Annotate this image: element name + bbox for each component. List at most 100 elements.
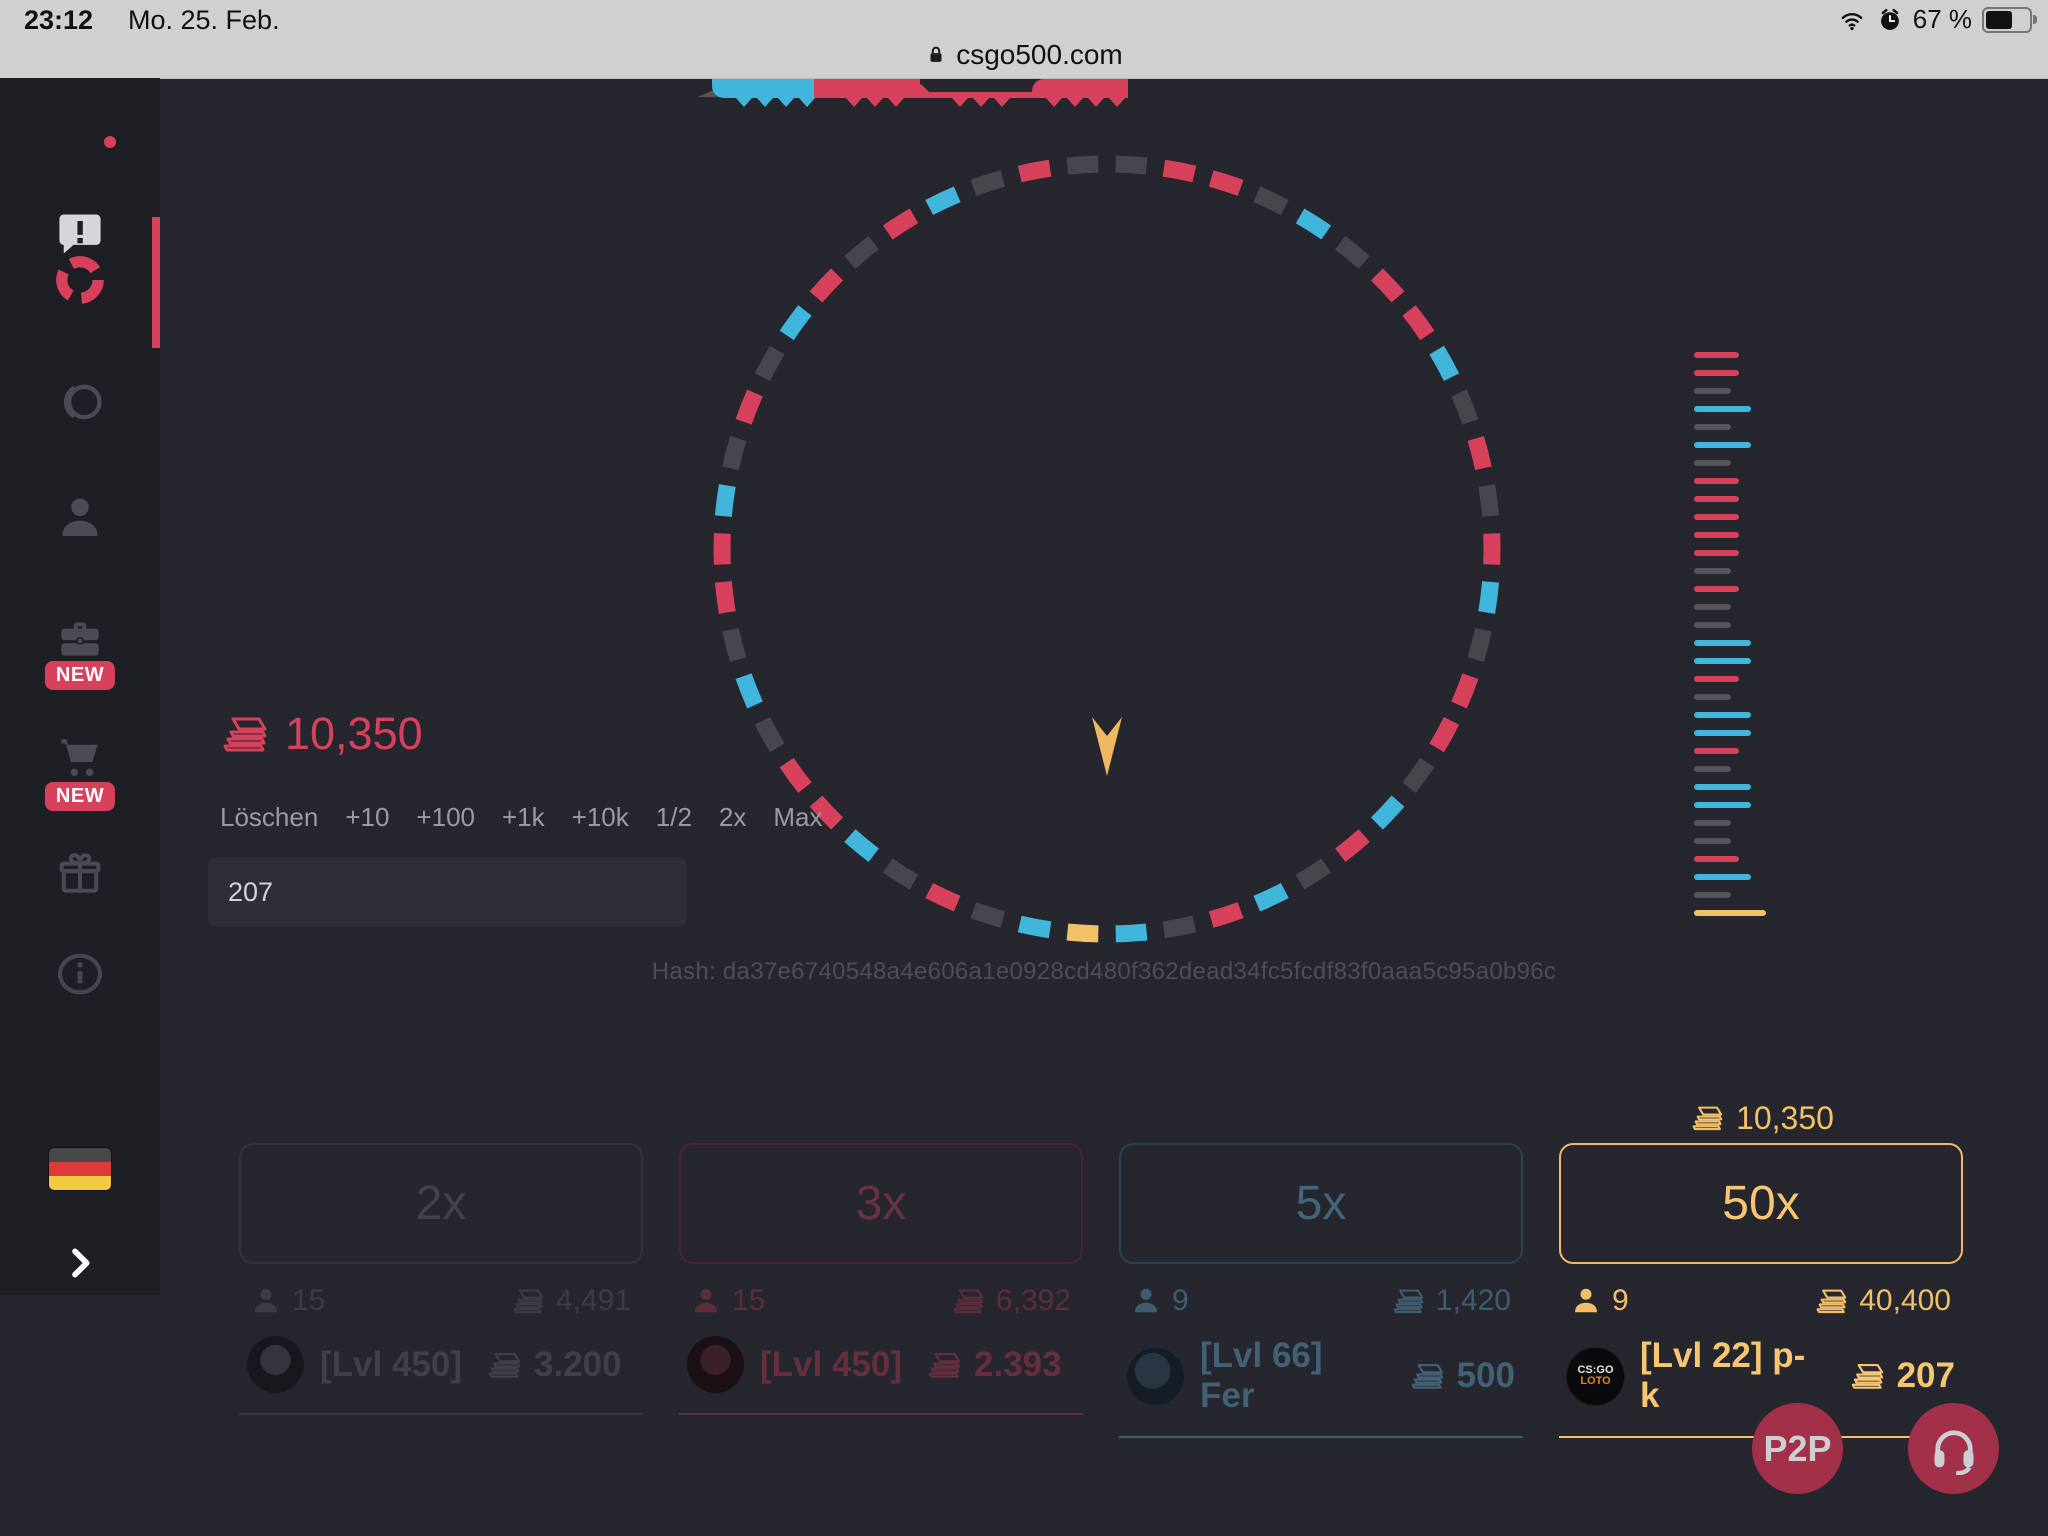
history-bar-red [1694,352,1739,358]
bettor-avatar [687,1336,744,1393]
sidebar-item-roulette[interactable] [0,376,160,428]
history-bar-red [1694,856,1739,862]
multiplier-bet-button[interactable]: 5x [1119,1143,1523,1264]
sidebar-item-info[interactable] [0,949,160,999]
players-count: 9 [1172,1284,1189,1317]
bettor-avatar: CS:GO LOTO [1567,1347,1624,1405]
bettor-name: [Lvl 450] [320,1344,462,1384]
sidebar-item-rewards[interactable] [0,849,160,899]
wheel-segment [882,208,919,240]
wheel-segment [722,627,747,663]
wheel-segment [1335,235,1370,269]
wheel-segment [1253,186,1289,216]
language-selector[interactable] [0,1148,160,1190]
wheel-segment [779,757,812,793]
money-icon [1688,1104,1724,1132]
round-hash: Hash: da37e6740548a4e606a1e0928cd480f362… [651,958,1557,985]
wheel-segment [1162,915,1197,939]
players-count: 9 [1612,1284,1629,1317]
german-flag-icon [49,1148,111,1190]
players-icon [691,1286,721,1316]
money-icon [1812,1287,1848,1315]
clear-bet-button[interactable]: Löschen [220,802,319,832]
history-bar-gray [1694,694,1731,700]
headset-icon [1928,1423,1980,1475]
history-bar-blue [1694,640,1751,646]
bet-option-card-5x: 5x 9 1,420 [Lvl 66] Fer 500 [1119,1093,1523,1438]
double-button[interactable]: 2x [718,802,747,832]
address-bar[interactable]: csgo500.com [0,34,2048,76]
card-divider [239,1413,643,1415]
sidebar-item-profile[interactable] [0,494,160,542]
history-bar-blue [1694,658,1751,664]
bettor-amount: 3.200 [534,1344,622,1384]
money-icon [1407,1361,1445,1391]
wheel-segment [1402,757,1435,793]
sidebar-item-notifications[interactable] [0,208,160,260]
wheel-segment [1017,159,1052,183]
top-bettor-row: [Lvl 450] 2.393 [679,1336,1083,1393]
wheel-segment [1208,170,1244,196]
history-bar-gray [1694,460,1731,466]
bet-option-card-3x: 3x 15 6,392 [Lvl 450] 2.393 [679,1093,1083,1438]
history-bar-blue [1694,712,1751,718]
bet-amount-controls: Löschen +10 +100 +1k +10k 1/2 2x Max [220,802,823,833]
money-icon [1389,1287,1425,1315]
history-bar-gray [1694,604,1731,610]
wheel-segment [1162,159,1197,183]
history-bar-blue [1694,406,1751,412]
add-10k-button[interactable]: +10k [571,802,629,832]
history-bar-blue [1694,730,1751,736]
wheel-segment [1429,716,1460,753]
history-bar-red [1694,478,1739,484]
chat-alert-icon [59,214,101,254]
active-tab-indicator [152,217,160,348]
history-bar-blue [1694,802,1751,808]
sidebar: NEW NEW [0,78,160,1295]
wheel-segment [1370,268,1405,303]
add-1k-button[interactable]: +1k [502,802,545,832]
multiplier-bet-button[interactable]: 50x [1559,1143,1963,1264]
bettor-name: [Lvl 66] Fer [1200,1336,1323,1415]
round-history-list [1694,352,1766,916]
wheel-segment [1115,155,1148,175]
bettor-amount: 2.393 [974,1344,1062,1384]
wheel-segment [809,268,844,303]
wifi-icon [1841,12,1863,30]
wheel-segment [1295,858,1332,890]
sidebar-expand-button[interactable] [0,1243,160,1283]
browser-chrome: 23:12 Mo. 25. Feb. 67 % csgo500.com [0,0,2048,79]
add-100-button[interactable]: +100 [416,802,475,832]
wheel-pointer-icon [1092,717,1122,776]
p2p-button[interactable]: P2P [1752,1403,1843,1494]
max-button[interactable]: Max [773,802,823,832]
wheel-segment [925,186,961,216]
multiplier-bet-button[interactable]: 3x [679,1143,1083,1264]
wheel-segment [1478,581,1500,614]
history-bar-red [1694,370,1739,376]
money-icon [484,1350,522,1380]
support-button[interactable] [1908,1403,1999,1494]
money-icon [949,1287,985,1315]
status-date: Mo. 25. Feb. [128,5,280,35]
bettor-avatar [1127,1347,1184,1405]
multiplier-bet-button[interactable]: 2x [239,1143,643,1264]
balance-amount: 10,350 [285,708,423,759]
cases-new-badge: NEW [44,661,116,690]
wheel-segment [1253,882,1289,912]
bet-stats-row: 9 40,400 [1559,1284,1963,1318]
history-bar-gray [1694,568,1731,574]
wheel-segment [1115,923,1148,943]
half-button[interactable]: 1/2 [655,802,692,832]
sidebar-item-wheel[interactable] [0,254,160,306]
bet-options-row: 2x 15 4,491 [Lvl 450] 3.200 [239,1093,1963,1438]
p2p-label: P2P [1763,1427,1832,1469]
bet-amount-input[interactable] [208,857,687,927]
wheel-segment [1066,923,1099,943]
add-10-button[interactable]: +10 [345,802,390,832]
wheel-segment [754,716,785,753]
alarm-icon [1880,8,1899,30]
sidebar-item-cases[interactable] [0,614,160,664]
sidebar-item-shop[interactable] [0,732,160,782]
